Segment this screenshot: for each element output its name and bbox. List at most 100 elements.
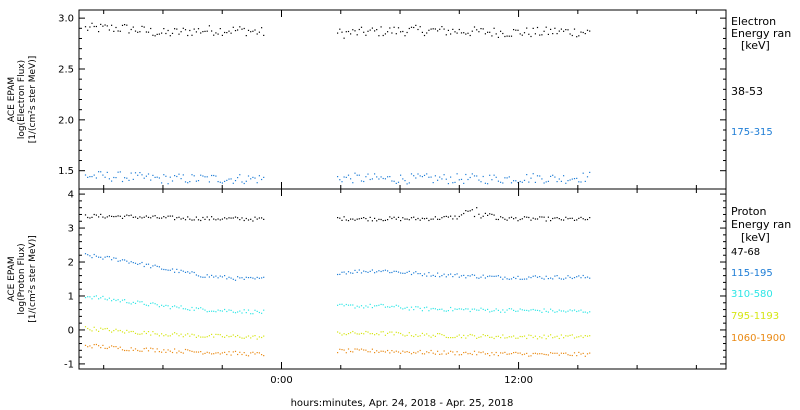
data-point [161, 351, 163, 353]
data-point [250, 313, 252, 315]
data-point [573, 277, 576, 279]
data-point [241, 312, 243, 314]
data-point [174, 28, 176, 30]
data-point [500, 216, 502, 218]
data-point [556, 33, 558, 35]
data-point [206, 351, 208, 353]
data-point [482, 334, 484, 336]
data-point [495, 176, 497, 178]
data-point [484, 353, 486, 355]
data-point [215, 175, 217, 177]
data-point [356, 305, 358, 307]
data-point [550, 352, 552, 354]
data-point [508, 308, 510, 310]
data-point [573, 219, 576, 221]
data-point [434, 353, 436, 355]
data-point [100, 347, 102, 349]
data-point [534, 33, 536, 35]
data-point [89, 329, 91, 331]
data-point [263, 276, 265, 278]
data-point [197, 180, 200, 182]
electron-data-points [84, 22, 591, 185]
data-point [513, 335, 515, 337]
data-point [367, 331, 369, 333]
data-point [526, 337, 528, 340]
data-point [184, 219, 187, 221]
data-point [237, 276, 239, 278]
data-point [117, 260, 119, 262]
data-point [200, 174, 202, 176]
data-point [197, 275, 200, 277]
data-point [402, 217, 404, 219]
data-point [195, 31, 197, 33]
data-point [519, 335, 521, 338]
data-point [404, 218, 406, 220]
data-point [195, 336, 197, 338]
data-point [536, 276, 539, 278]
data-point [115, 257, 117, 259]
data-point [452, 337, 454, 339]
data-point [443, 310, 445, 312]
data-point [463, 334, 465, 336]
data-point [428, 29, 430, 31]
data-point [115, 328, 117, 330]
data-point [341, 271, 343, 273]
data-point [387, 332, 389, 334]
data-point [367, 173, 369, 175]
data-point [482, 308, 484, 310]
proton-y-axis-label: ACE EPAM log(Proton Flux) [1/(cm²s ster Me… [7, 235, 38, 322]
data-point [502, 217, 504, 219]
data-point [84, 26, 87, 28]
data-point [504, 351, 506, 353]
data-point [124, 177, 126, 179]
data-point [441, 217, 443, 219]
data-point [84, 326, 87, 328]
data-point [356, 271, 358, 273]
data-point [169, 215, 171, 217]
data-point [350, 350, 352, 353]
data-point [558, 354, 560, 356]
data-point [582, 274, 584, 277]
data-point [467, 353, 469, 355]
data-point [365, 305, 367, 307]
data-point [550, 308, 552, 310]
proton-panel-frame [78, 188, 727, 370]
data-point [387, 219, 389, 221]
data-point [495, 335, 497, 338]
data-point [174, 219, 176, 221]
data-point [397, 271, 400, 273]
data-point [100, 327, 102, 329]
data-point [189, 350, 191, 352]
data-point [413, 272, 415, 274]
data-point [434, 28, 436, 30]
data-point [450, 306, 452, 309]
data-point [358, 218, 360, 220]
data-point [258, 217, 260, 219]
data-point [497, 36, 499, 38]
data-point [189, 29, 191, 32]
data-point [419, 26, 421, 28]
data-point [221, 276, 223, 278]
data-point [560, 334, 562, 336]
data-point [380, 331, 382, 333]
data-point [447, 352, 449, 354]
data-point [161, 182, 163, 184]
data-point [111, 259, 113, 261]
data-point [528, 276, 530, 278]
data-point [506, 35, 508, 37]
data-point [150, 267, 152, 269]
data-point [576, 336, 578, 338]
data-point [430, 28, 432, 30]
data-point [536, 353, 539, 355]
data-point [178, 33, 180, 35]
data-point [211, 333, 213, 335]
data-point [515, 277, 517, 280]
data-point [347, 333, 350, 335]
data-point [382, 220, 384, 222]
data-point [584, 335, 586, 337]
data-point [147, 305, 150, 307]
data-point [184, 29, 187, 31]
data-point [523, 216, 526, 218]
data-point [128, 331, 130, 333]
data-point [158, 335, 160, 337]
